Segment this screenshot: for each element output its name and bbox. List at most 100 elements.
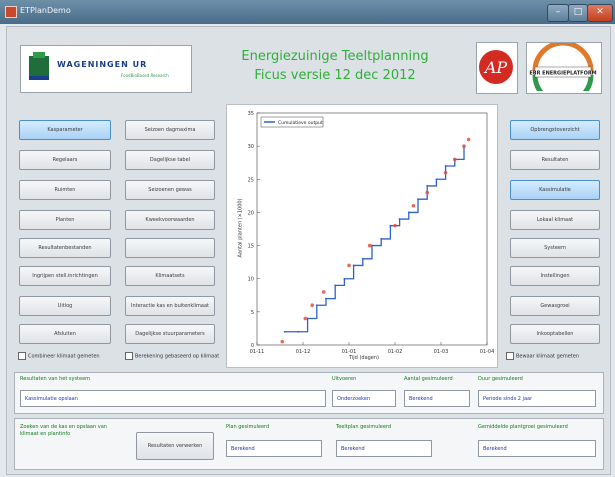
minimize-button[interactable]: – bbox=[547, 4, 569, 22]
chart-panel: 0 5 10 15 20 25 30 35 01-11 01-12 01-01 01-02 01-03… bbox=[226, 104, 498, 368]
scatter-point bbox=[280, 339, 285, 344]
line-point bbox=[380, 238, 383, 240]
kweekvoorwaarden-button[interactable]: Kweekvoorwaarden bbox=[125, 210, 215, 230]
wageningen-logo: WAGENINGEN UR FoodBioBased Research bbox=[20, 45, 192, 93]
page-title: Energiezuinige Teeltplanning bbox=[241, 49, 429, 64]
plan-field[interactable]: Berekend bbox=[226, 440, 322, 457]
plantgroei-field[interactable]: Berekend bbox=[478, 440, 596, 457]
duur-label: Duur gesimuleerd bbox=[478, 376, 523, 382]
title-bar: ETPlanDemo – □ ✕ bbox=[0, 0, 615, 24]
opbrengstoverzicht-button[interactable]: Opbrengstoverzicht bbox=[510, 120, 600, 140]
teeltplan-field[interactable]: Berekend bbox=[336, 440, 432, 457]
uitlog-button[interactable]: Uitlog bbox=[19, 296, 111, 316]
y-tick-label: 5 bbox=[251, 310, 254, 316]
check-bewaar[interactable]: Bewaar klimaat gemeten bbox=[506, 352, 579, 360]
legend: Cumulatieve output bbox=[260, 116, 324, 128]
kassimulatie-button[interactable]: Kassimulatie bbox=[510, 180, 600, 200]
duur-field[interactable]: Periode sinds 2 jaar bbox=[478, 390, 596, 407]
line-point bbox=[398, 218, 401, 220]
maximize-button[interactable]: □ bbox=[568, 4, 588, 22]
ap-logo-mark: AP bbox=[479, 50, 513, 84]
inkooptabellen-button[interactable]: Inkooptabellen bbox=[510, 324, 600, 344]
line-point bbox=[407, 211, 410, 214]
dagelijkse-tabel-button[interactable]: Dagelijkse tabel bbox=[125, 150, 215, 170]
seizoenen-gewas-button[interactable]: Seizoenen gewas bbox=[125, 180, 215, 200]
check-bewaar-label: Bewaar klimaat gemeten bbox=[516, 353, 579, 360]
seizoen-dagmaxima-button[interactable]: Seizoen dagmaxima bbox=[125, 120, 215, 140]
ap-logo: AP bbox=[476, 42, 518, 94]
resultatenbestanden-button[interactable]: Resultatenbestanden bbox=[19, 238, 111, 258]
scatter-point bbox=[347, 263, 351, 268]
x-tick-label: 01-01 bbox=[342, 349, 357, 355]
line-point bbox=[444, 165, 447, 167]
kasparameter-button[interactable]: Kasparameter bbox=[19, 120, 111, 140]
y-tick-label: 15 bbox=[248, 244, 254, 250]
systeem-button[interactable]: Systeem bbox=[510, 238, 600, 258]
line-point bbox=[306, 317, 309, 320]
scatter-point bbox=[411, 204, 416, 208]
lokaal-klimaat-button[interactable]: Lokaal klimaat bbox=[510, 210, 600, 230]
scatter-point bbox=[303, 316, 308, 321]
line-point bbox=[389, 224, 392, 227]
note-text: Zoeken van de kas en opslaan van klimaat… bbox=[20, 424, 107, 437]
y-tick-label: 0 bbox=[251, 343, 254, 349]
stuurparameters-button[interactable]: Dagelijkse stuurparameters bbox=[125, 324, 215, 344]
y-tick-label: 35 bbox=[248, 111, 254, 117]
resultaten-label: Resultaten van het systeem bbox=[20, 376, 91, 382]
scatter-point bbox=[310, 303, 314, 308]
wageningen-logo-text: WAGENINGEN UR bbox=[57, 60, 148, 69]
resultaten-button[interactable]: Resultaten bbox=[510, 150, 600, 170]
close-button[interactable]: ✕ bbox=[587, 4, 613, 22]
line-point bbox=[283, 330, 286, 333]
line-point bbox=[435, 178, 438, 181]
check-combineer[interactable]: Combineer klimaat gemeten bbox=[18, 352, 100, 360]
resultaten-field[interactable]: Kassimulatie opslaan bbox=[20, 390, 326, 407]
x-axis-label: Tijd (dagen) bbox=[349, 355, 379, 361]
scatter-point bbox=[367, 243, 372, 248]
checkbox-box[interactable] bbox=[506, 352, 514, 360]
scatter-point bbox=[321, 290, 326, 294]
line-point bbox=[352, 264, 355, 267]
resultaten-verwerken-button[interactable]: Resultaten verwerken bbox=[136, 432, 214, 460]
plantgroei-label: Gemiddelde plantgroei gesimuleerd bbox=[478, 424, 568, 430]
app-icon bbox=[5, 6, 17, 18]
line-point bbox=[315, 304, 318, 307]
checkbox-box[interactable] bbox=[18, 352, 26, 360]
klimaatsets-button[interactable]: Klimaatsets bbox=[125, 266, 215, 286]
ebr-logo-text: EBR ENERGIEPLATFORM bbox=[529, 71, 596, 77]
line-point bbox=[343, 277, 346, 280]
x-tick-label: 01-02 bbox=[388, 349, 403, 355]
x-tick-label: 01-11 bbox=[250, 349, 265, 355]
interactie-button[interactable]: Interactie kas en buitenklimaat bbox=[125, 296, 215, 316]
series-line bbox=[284, 146, 465, 333]
scatter-point bbox=[466, 137, 471, 142]
uitvoer-field[interactable]: Onderzoeken bbox=[332, 390, 396, 407]
aantal-field[interactable]: Berekend bbox=[404, 390, 470, 407]
teeltplan-label: Teeltplan gesimuleerd bbox=[336, 424, 392, 430]
empty-button[interactable] bbox=[125, 238, 215, 258]
legend-label: Cumulatieve output bbox=[278, 120, 323, 126]
uitvoer-label: Uitvoeren bbox=[332, 376, 357, 382]
line-point bbox=[426, 185, 429, 187]
line-point bbox=[297, 330, 300, 333]
scatter-point bbox=[393, 223, 397, 228]
wageningen-logo-subtext: FoodBioBased Research bbox=[121, 73, 169, 78]
scatter-point bbox=[462, 144, 466, 148]
instellingen-button[interactable]: Instellingen bbox=[510, 266, 600, 286]
ruimten-button[interactable]: Ruimten bbox=[19, 180, 111, 200]
afsluiten-button[interactable]: Afsluiten bbox=[19, 324, 111, 344]
y-tick-label: 30 bbox=[248, 144, 254, 150]
gewasgroei-button[interactable]: Gewasgroei bbox=[510, 296, 600, 316]
checkbox-box[interactable] bbox=[125, 352, 133, 360]
check-berekening[interactable]: Berekening gebaseerd op klimaat bbox=[125, 352, 219, 360]
y-tick-label: 20 bbox=[248, 210, 254, 216]
wageningen-logo-mark bbox=[29, 52, 49, 80]
line-point bbox=[361, 257, 364, 260]
scatter-point bbox=[453, 157, 457, 162]
regelaars-button[interactable]: Regelaars bbox=[19, 150, 111, 170]
ingrijpen-button[interactable]: Ingrijpen stell.inrichtingen bbox=[19, 266, 111, 286]
planten-button[interactable]: Planten bbox=[19, 210, 111, 230]
y-tick-label: 25 bbox=[248, 177, 254, 183]
scatter-point bbox=[443, 170, 448, 175]
